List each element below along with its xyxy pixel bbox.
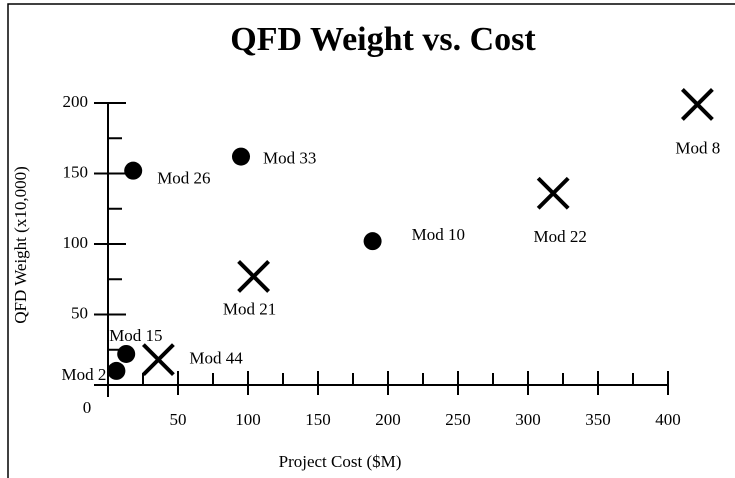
point-label: Mod 44 <box>189 349 243 368</box>
point-label: Mod 2 <box>62 365 107 384</box>
y-tick-label: 200 <box>63 92 89 111</box>
point <box>107 361 126 380</box>
x-tick-label: 100 <box>235 410 261 429</box>
point <box>680 87 714 121</box>
y-tick-label: 100 <box>63 233 89 252</box>
point <box>536 176 570 210</box>
x-tick-label: 400 <box>655 410 681 429</box>
point <box>363 232 382 251</box>
x-tick-label: 250 <box>445 410 471 429</box>
point <box>237 260 271 293</box>
point <box>117 344 136 363</box>
y-tick-label: 150 <box>63 162 89 181</box>
x-tick-label: 200 <box>375 410 401 429</box>
x-axis-label: Project Cost ($M) <box>279 452 402 471</box>
frame <box>7 3 735 478</box>
x-tick-label: 350 <box>585 410 611 429</box>
point-label: Mod 22 <box>534 227 587 246</box>
x-tick-label: 50 <box>170 410 187 429</box>
point-label: Mod 21 <box>223 299 276 318</box>
y-axis-label: QFD Weight (x10,000) <box>11 166 30 323</box>
point-label: Mod 26 <box>157 169 210 188</box>
point-label: Mod 33 <box>263 148 316 167</box>
point-label: Mod 10 <box>412 225 465 244</box>
y-tick-label: 0 <box>83 398 92 417</box>
point <box>124 161 143 180</box>
chart-title: QFD Weight vs. Cost <box>230 21 536 58</box>
point-label: Mod 15 <box>109 326 162 345</box>
y-tick-label: 50 <box>71 303 88 322</box>
point <box>232 147 250 166</box>
x-tick-label: 150 <box>305 410 331 429</box>
x-tick-label: 300 <box>515 410 541 429</box>
point <box>141 343 175 377</box>
point-label: Mod 8 <box>675 138 720 157</box>
